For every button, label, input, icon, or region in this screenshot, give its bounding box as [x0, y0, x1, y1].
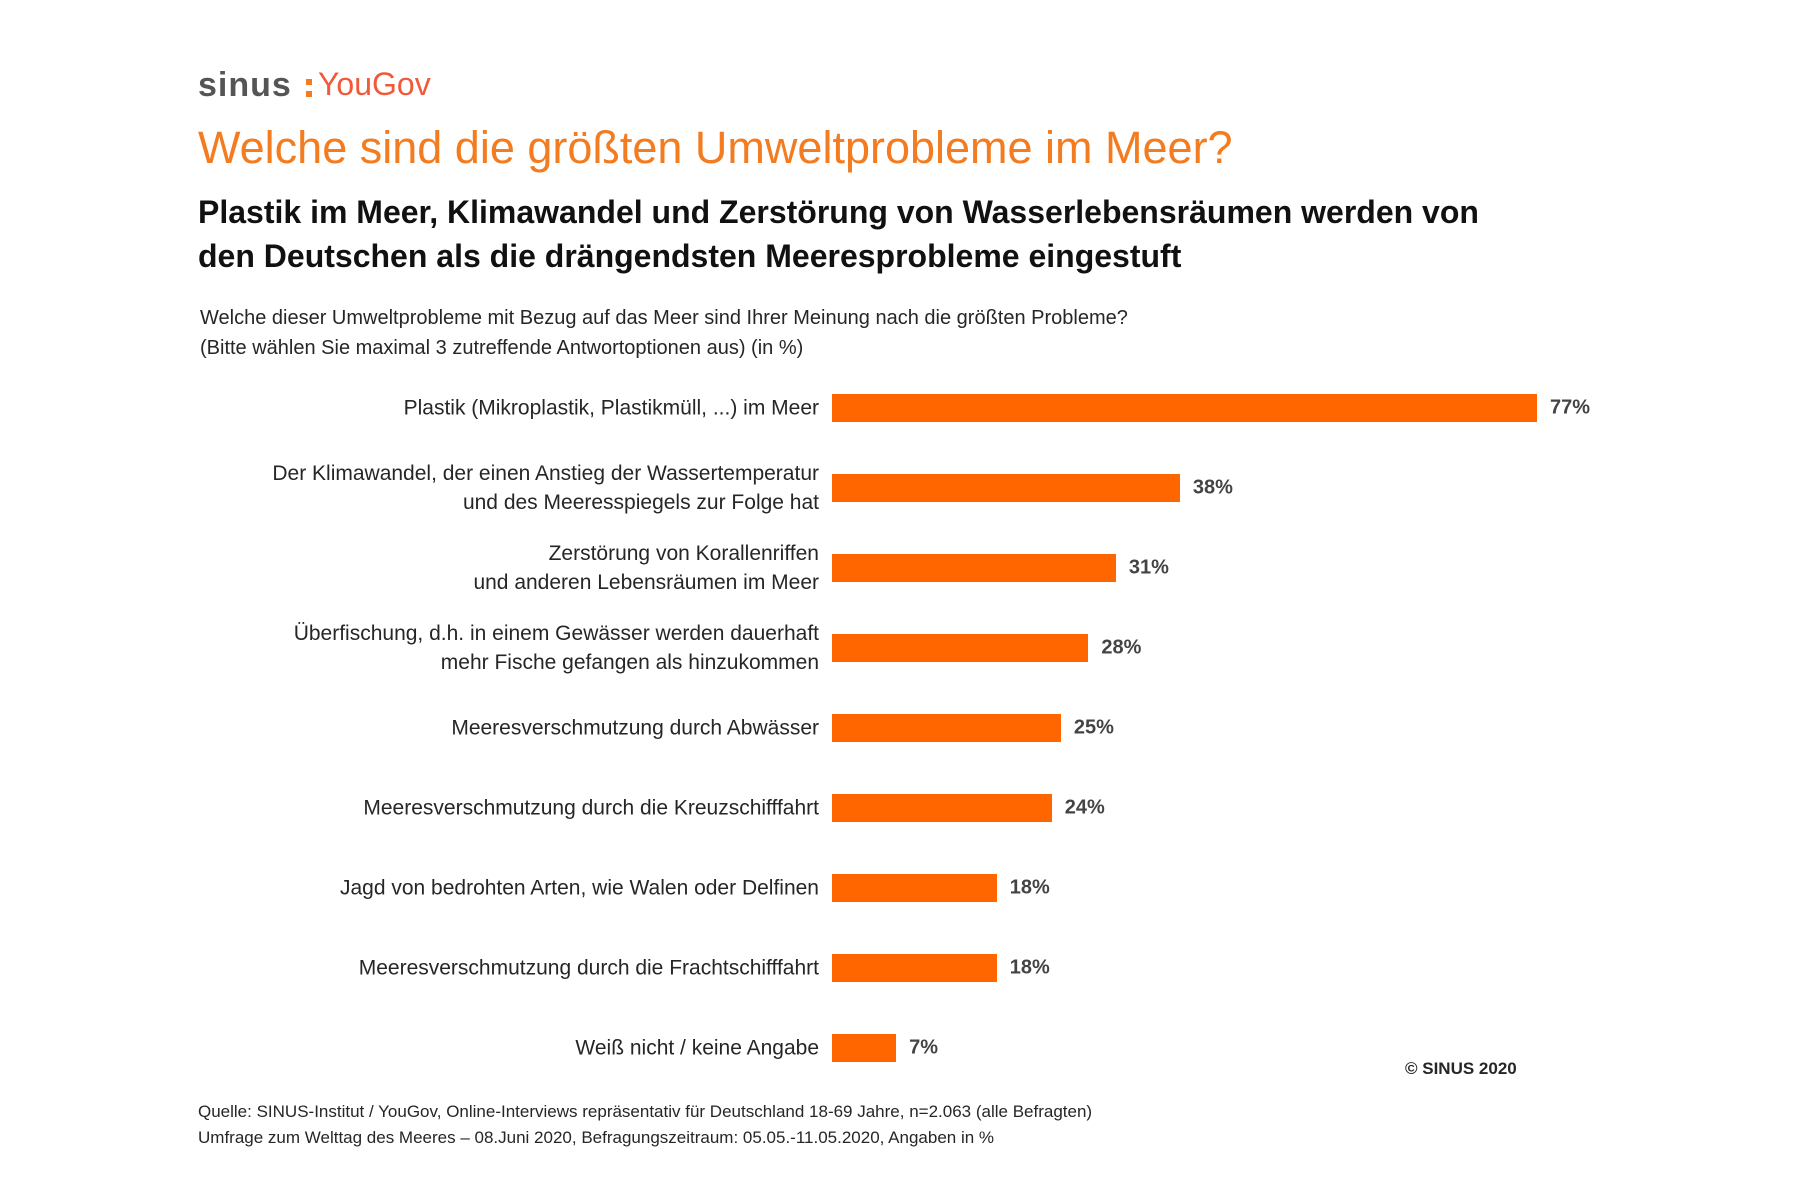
value-label: 38%	[1192, 476, 1233, 499]
value-label: 24%	[1064, 796, 1105, 819]
category-label: Überfischung, d.h. in einem Gewässer wer…	[293, 622, 819, 674]
bar	[832, 554, 1116, 582]
bar	[832, 394, 1537, 422]
category-label: Meeresverschmutzung durch die Frachtschi…	[358, 956, 819, 980]
category-label: Jagd von bedrohten Arten, wie Walen oder…	[339, 876, 819, 900]
value-label: 25%	[1073, 716, 1114, 739]
value-label: 18%	[1009, 876, 1050, 899]
logo-dot	[306, 91, 312, 97]
value-label: 7%	[909, 1036, 938, 1059]
bar	[832, 794, 1052, 822]
chart-title: Welche sind die größten Umweltprobleme i…	[198, 122, 1233, 173]
chart-subtitle: Plastik im Meer, Klimawandel und Zerstör…	[198, 194, 1479, 274]
value-label: 31%	[1128, 556, 1169, 579]
bar	[832, 1034, 897, 1062]
category-label: Meeresverschmutzung durch Abwässer	[451, 716, 819, 740]
logo-yougov: YouGov	[318, 66, 431, 102]
value-label: 18%	[1009, 956, 1050, 979]
question: Welche dieser Umweltprobleme mit Bezug a…	[200, 307, 1128, 359]
source-note: Quelle: SINUS-Institut / YouGov, Online-…	[198, 1102, 1093, 1121]
bar	[832, 954, 997, 982]
category-label: Der Klimawandel, der einen Anstieg der W…	[272, 462, 819, 514]
value-label: 28%	[1101, 636, 1142, 659]
bar	[832, 634, 1089, 662]
category-label: Weiß nicht / keine Angabe	[575, 1036, 819, 1060]
category-label: Plastik (Mikroplastik, Plastikmüll, ...)…	[403, 396, 819, 420]
bar	[832, 714, 1061, 742]
bar	[832, 874, 997, 902]
category-label: Meeresverschmutzung durch die Kreuzschif…	[363, 796, 819, 820]
bar	[832, 474, 1180, 502]
copyright: © SINUS 2020	[1405, 1059, 1517, 1078]
logo-sinus: sinus	[198, 66, 292, 104]
value-label: 77%	[1550, 396, 1591, 419]
category-label: Zerstörung von Korallenriffen und andere…	[473, 542, 819, 594]
source-note: Umfrage zum Welttag des Meeres – 08.Juni…	[198, 1128, 995, 1147]
logo-dot	[306, 79, 312, 85]
